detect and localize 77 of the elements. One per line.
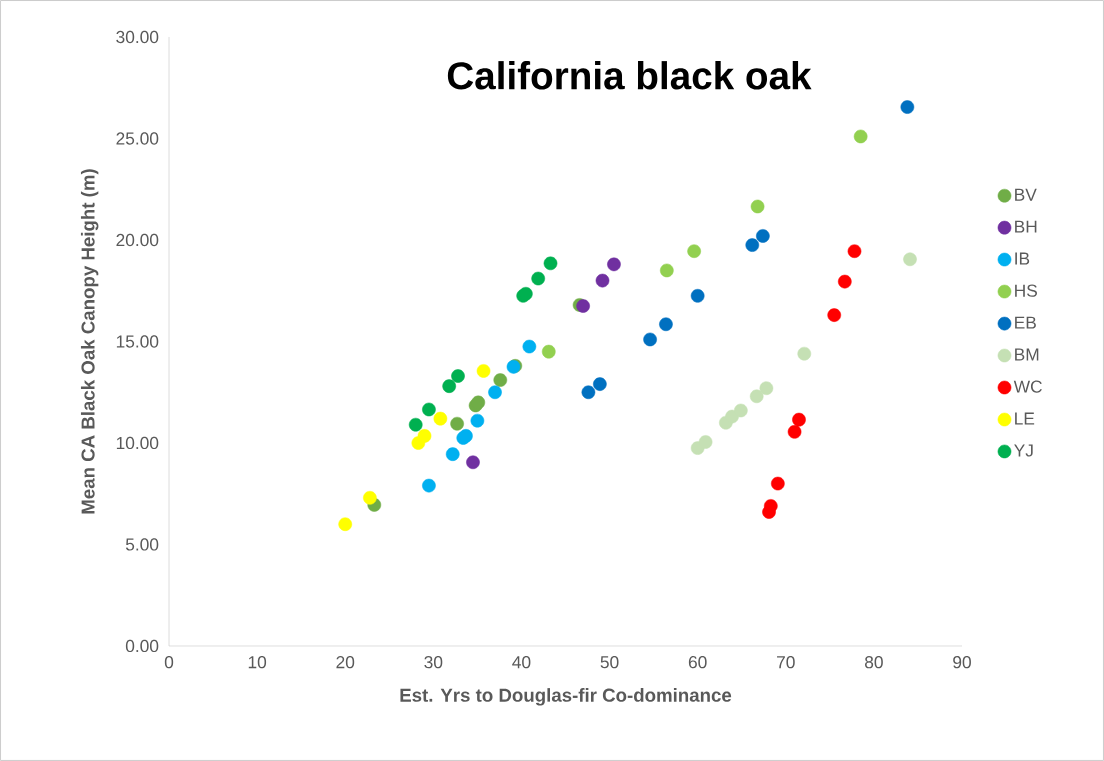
point <box>363 491 377 505</box>
point <box>595 273 610 288</box>
legend-label: LE <box>1015 412 1035 425</box>
point <box>488 385 502 400</box>
x-axis-title: Est. Yrs to Douglas-fir Co-dominance <box>400 688 732 706</box>
y-tick-label: 0.00 <box>125 639 159 653</box>
legend-label: YJ <box>1014 444 1033 457</box>
point <box>792 412 806 427</box>
legend-label: EB <box>1015 316 1036 329</box>
x-tick-label: 60 <box>688 656 707 669</box>
point <box>759 381 774 395</box>
point <box>660 263 674 278</box>
point <box>422 402 436 417</box>
point <box>451 369 465 383</box>
legend-label: BM <box>1015 348 1039 361</box>
x-tick-label: 80 <box>865 656 883 669</box>
y-tick-label: 15.00 <box>116 335 159 348</box>
point <box>476 364 491 378</box>
point <box>659 317 673 332</box>
x-tick-label: 40 <box>512 656 531 669</box>
point <box>422 478 436 493</box>
point <box>749 389 764 404</box>
point <box>576 299 590 313</box>
point <box>756 229 770 243</box>
legend-label: WC <box>1013 380 1042 393</box>
point <box>408 417 423 432</box>
point <box>787 425 802 439</box>
x-tick-label: 70 <box>777 656 795 669</box>
point <box>690 289 705 303</box>
y-tick-label: 30.00 <box>116 30 159 44</box>
point <box>531 271 545 286</box>
point <box>493 373 508 387</box>
point <box>734 403 748 418</box>
point <box>847 244 862 258</box>
point <box>522 339 537 354</box>
y-tick-label: 20.00 <box>116 233 159 247</box>
point <box>338 517 353 531</box>
point <box>698 435 713 449</box>
point <box>750 199 765 214</box>
point <box>581 385 596 400</box>
point <box>466 455 480 470</box>
x-tick-label: 20 <box>336 656 355 669</box>
point <box>417 429 432 443</box>
x-tick-label: 90 <box>953 656 971 669</box>
point <box>450 416 464 431</box>
point <box>853 129 868 144</box>
legend-label: IB <box>1015 252 1030 265</box>
x-tick-label: 10 <box>248 656 267 669</box>
point <box>745 238 760 252</box>
point <box>445 447 460 461</box>
x-tick-label: 30 <box>424 656 443 669</box>
y-tick-label: 25.00 <box>116 132 159 145</box>
point <box>541 344 556 359</box>
point <box>903 252 917 267</box>
point <box>593 377 607 391</box>
y-axis-title: Mean CA Black Oak Canopy Height (m) <box>80 169 99 514</box>
chart-title: California black oak <box>447 61 812 90</box>
point <box>433 411 448 426</box>
point <box>838 274 852 289</box>
point <box>771 476 785 491</box>
point <box>763 499 778 513</box>
point <box>687 244 701 258</box>
point <box>470 413 485 428</box>
y-tick-label: 5.00 <box>125 538 159 551</box>
x-tick-label: 0 <box>164 656 174 669</box>
legend-label: BV <box>1015 188 1037 201</box>
point <box>643 332 657 347</box>
y-tick-label: 10.00 <box>116 436 159 450</box>
point <box>543 256 558 271</box>
legend-label: HS <box>1015 284 1037 297</box>
legend-label: BH <box>1015 220 1037 233</box>
point <box>797 346 812 361</box>
point <box>607 257 621 272</box>
point <box>900 100 915 114</box>
point <box>442 379 456 393</box>
point <box>827 308 842 322</box>
x-tick-label: 50 <box>600 656 619 669</box>
